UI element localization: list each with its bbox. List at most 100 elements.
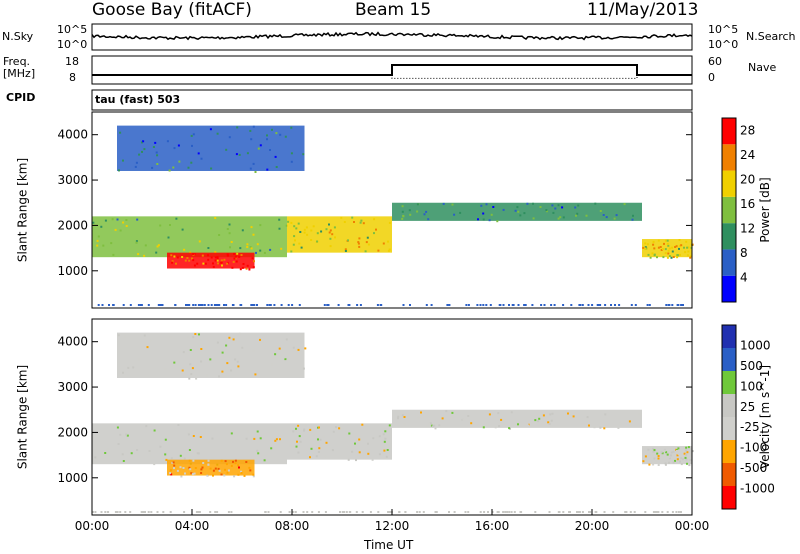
echo-speckle — [202, 462, 205, 464]
echo-speckle — [572, 415, 575, 418]
ground-scatter-speckle — [578, 511, 581, 513]
echo-speckle — [285, 224, 288, 227]
echo-speckle — [187, 433, 190, 436]
power-colorbar: 28 24 20 16 12 8 4 — [721, 117, 755, 303]
echo-speckle — [233, 475, 236, 478]
echo-speckle — [171, 461, 174, 464]
echo-speckle — [318, 447, 321, 450]
echo-speckle — [146, 346, 149, 349]
echo-speckle — [190, 161, 193, 164]
echo-speckle — [191, 257, 193, 260]
echo-speckle — [97, 235, 100, 238]
echo-speckle — [557, 217, 560, 220]
echo-speckle — [173, 467, 175, 470]
echo-speckle — [660, 451, 663, 454]
echo-speckle — [325, 228, 328, 231]
echo-speckle — [500, 418, 503, 421]
ground-scatter-speckle — [324, 511, 327, 513]
ground-scatter-speckle — [476, 304, 479, 306]
y-tick-label: 3000 — [57, 173, 88, 187]
echo-speckle — [488, 219, 491, 222]
echo-speckle — [557, 204, 560, 207]
echo-speckle — [190, 134, 193, 137]
echo-speckle — [213, 427, 216, 430]
echo-speckle — [151, 166, 154, 169]
echo-speckle — [680, 244, 683, 247]
ground-scatter-speckle — [256, 304, 258, 306]
ground-scatter-speckle — [448, 304, 451, 306]
echo-speckle — [599, 210, 602, 212]
echo-speckle — [416, 210, 419, 213]
echo-speckle — [170, 457, 173, 460]
echo-speckle — [188, 459, 191, 462]
ground-scatter-speckle — [512, 304, 515, 306]
echo-speckle — [408, 209, 411, 212]
echo-speckle — [220, 259, 223, 262]
x-tick-label: 04:00 — [175, 519, 210, 533]
echo-speckle — [153, 463, 156, 466]
echo-speckle — [220, 459, 223, 462]
echo-speckle — [545, 209, 548, 212]
echo-speckle — [310, 447, 313, 450]
echo-speckle — [164, 368, 167, 370]
echo-speckle — [388, 248, 391, 251]
echo-speckle — [603, 427, 606, 430]
ground-scatter-speckle — [210, 304, 213, 306]
ground-scatter-speckle — [524, 304, 527, 306]
ground-scatter-speckle — [107, 511, 110, 513]
ground-scatter-speckle — [633, 511, 636, 513]
colorbar-frame — [721, 117, 737, 303]
ground-scatter-speckle — [94, 511, 97, 513]
colorbar-segment — [722, 440, 736, 463]
echo-speckle — [304, 347, 307, 350]
echo-speckle — [230, 432, 233, 435]
ground-scatter-speckle — [680, 511, 682, 513]
echo-speckle — [212, 474, 214, 477]
echo-speckle — [104, 219, 107, 222]
echo-speckle — [427, 218, 430, 221]
nave-tick-top: 60 — [708, 55, 722, 68]
echo-speckle — [299, 440, 302, 443]
echo-speckle — [508, 427, 511, 430]
ground-scatter-speckle — [147, 304, 150, 306]
echo-speckle — [684, 251, 687, 254]
echo-speckle — [220, 261, 223, 264]
ground-scatter-speckle — [112, 304, 115, 306]
echo-speckle — [594, 202, 597, 205]
echo-speckle — [252, 162, 255, 165]
echo-speckle — [269, 248, 272, 251]
echo-speckle — [377, 249, 380, 252]
ground-scatter-speckle — [520, 511, 523, 513]
echo-speckle — [285, 338, 288, 341]
echo-speckle — [172, 461, 175, 464]
echo-speckle — [214, 251, 217, 254]
echo-speckle — [686, 451, 689, 454]
echo-speckle — [431, 425, 434, 428]
echo-speckle — [256, 449, 259, 452]
ground-scatter-speckle — [578, 304, 581, 306]
ground-scatter-speckle — [214, 304, 217, 306]
echo-speckle — [259, 338, 261, 341]
echo-speckle — [644, 242, 647, 245]
ground-scatter-speckle — [398, 511, 401, 513]
ground-scatter-speckle — [614, 304, 616, 306]
ground-scatter-speckle — [465, 304, 468, 306]
echo-speckle — [156, 154, 159, 157]
ground-scatter-speckle — [122, 304, 125, 306]
echo-speckle — [666, 239, 669, 242]
ground-scatter-speckle — [114, 511, 117, 513]
echo-speckle — [502, 208, 505, 211]
ground-scatter-speckle — [327, 304, 330, 306]
echo-speckle — [687, 446, 690, 449]
ground-scatter-speckle — [377, 511, 380, 513]
echo-speckle — [485, 203, 488, 206]
echo-speckle — [676, 454, 679, 457]
echo-speckle — [164, 453, 167, 456]
echo-speckle — [164, 438, 167, 441]
echo-speckle — [125, 433, 128, 436]
echo-speckle — [385, 455, 388, 458]
ground-scatter-speckle — [116, 511, 119, 513]
echo-speckle — [184, 259, 187, 262]
echo-speckle — [241, 346, 244, 349]
echo-speckle — [152, 146, 155, 148]
